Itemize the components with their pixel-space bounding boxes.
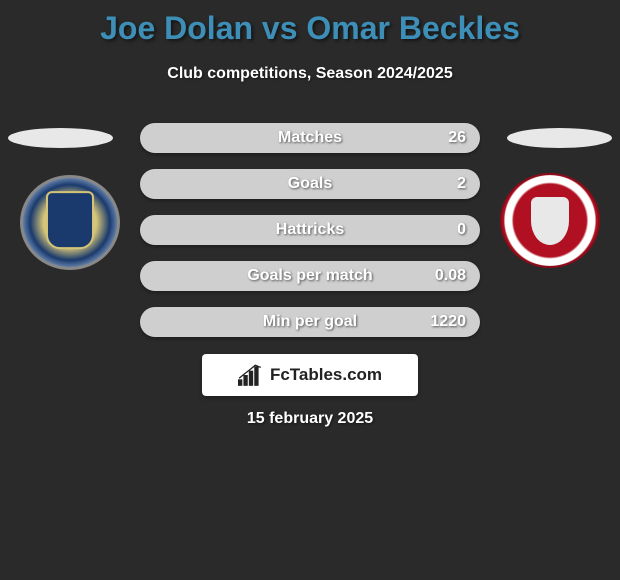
stat-label: Min per goal	[263, 313, 357, 331]
stat-value-right: 0.08	[435, 267, 466, 285]
club-badge-left	[20, 175, 120, 270]
player-left-oval	[8, 128, 113, 148]
stat-label: Goals per match	[247, 267, 372, 285]
stat-row: Min per goal 1220	[140, 307, 480, 337]
bars-icon	[238, 364, 264, 386]
stat-value-right: 26	[448, 129, 466, 147]
date-text: 15 february 2025	[247, 410, 373, 428]
stats-list: Matches 26 Goals 2 Hattricks 0 Goals per match…	[140, 123, 480, 353]
stat-value-right: 1220	[430, 313, 466, 331]
stat-row: Goals per match 0.08	[140, 261, 480, 291]
stat-label: Goals	[288, 175, 332, 193]
brand-badge: FcTables.com	[202, 354, 418, 396]
brand-text: FcTables.com	[270, 365, 382, 385]
stat-row: Goals 2	[140, 169, 480, 199]
stat-label: Matches	[278, 129, 342, 147]
player-right-oval	[507, 128, 612, 148]
stat-value-right: 2	[457, 175, 466, 193]
page-title: Joe Dolan vs Omar Beckles	[0, 0, 620, 47]
club-badge-right	[500, 173, 600, 268]
subtitle: Club competitions, Season 2024/2025	[0, 65, 620, 83]
stat-label: Hattricks	[276, 221, 344, 239]
stat-value-right: 0	[457, 221, 466, 239]
stat-row: Hattricks 0	[140, 215, 480, 245]
stat-row: Matches 26	[140, 123, 480, 153]
